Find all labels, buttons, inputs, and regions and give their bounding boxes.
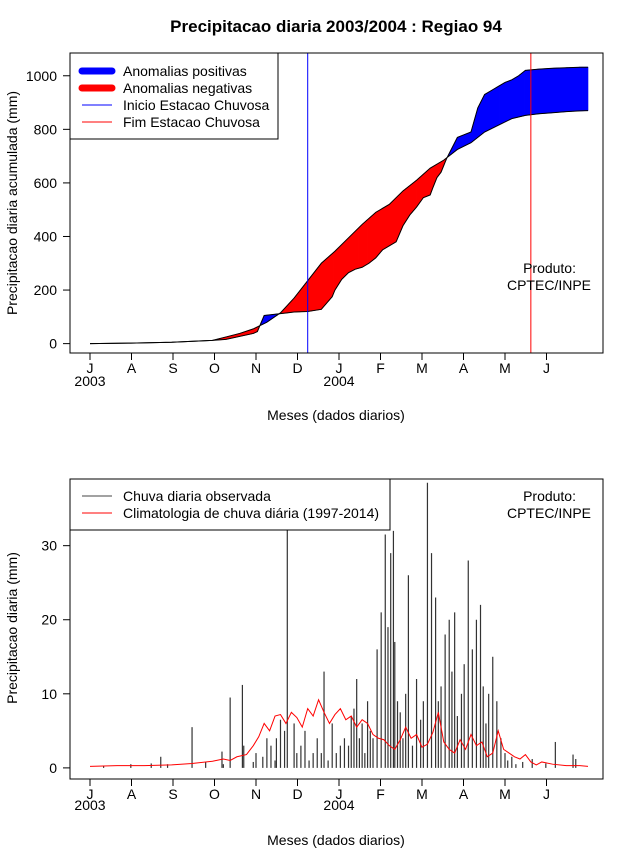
climatology-line	[89, 698, 589, 767]
x-axis-label-bottom: Meses (dados diarios)	[267, 832, 405, 848]
y-bottom-tick-label: 20	[41, 612, 57, 628]
observed-daily-bars	[103, 482, 577, 768]
y-top-tick-label: 1000	[26, 68, 57, 84]
climatology-cumulative-line	[89, 110, 589, 345]
x-bottom-tick-label: A	[459, 786, 469, 802]
x-bottom-tick-label: D	[292, 786, 302, 802]
observed-cumulative-line	[89, 66, 588, 345]
legend-box-bottom	[69, 478, 391, 531]
x-bottom-tick-label: O	[209, 786, 220, 802]
cumulative-precip-panel: 0 200 400 600 800 1000 J A S O N D J F M A M J 2003 2004…	[4, 52, 604, 423]
x-top-tick-label: A	[459, 360, 469, 376]
legend-label-observed: Chuva diaria observada	[123, 488, 271, 504]
y-top-tick-label: 0	[49, 336, 57, 352]
x-top-tick-label: A	[127, 360, 137, 376]
product-label-bottom: Produto:	[523, 488, 576, 504]
y-axis-ticks-bottom: 0 10 20 30	[41, 538, 70, 776]
x-top-tick-label: J	[543, 360, 550, 376]
x-top-tick-label: S	[168, 360, 177, 376]
x-bottom-tick-label: A	[127, 786, 137, 802]
product-source-bottom: CPTEC/INPE	[507, 505, 591, 521]
y-bottom-tick-label: 0	[49, 760, 57, 776]
product-label-top: Produto:	[523, 260, 576, 276]
positive-anomaly-segment	[586, 66, 589, 111]
y-top-tick-label: 600	[34, 175, 58, 191]
year-label-2003-bottom: 2003	[74, 797, 105, 813]
year-label-2004-bottom: 2004	[323, 797, 354, 813]
x-bottom-tick-label: F	[376, 786, 385, 802]
x-top-tick-label: F	[376, 360, 385, 376]
x-bottom-tick-label: N	[251, 786, 261, 802]
legend-label-climatology: Climatologia de chuva diária (1997-2014)	[123, 505, 379, 521]
x-top-tick-label: N	[251, 360, 261, 376]
x-bottom-tick-label: S	[168, 786, 177, 802]
x-bottom-tick-label: M	[416, 786, 428, 802]
legend-label-inicio: Inicio Estacao Chuvosa	[123, 97, 270, 113]
y-axis-ticks-top: 0 200 400 600 800 1000	[26, 68, 70, 352]
legend-top: Anomalias positivas Anomalias negativas …	[69, 52, 279, 140]
y-axis-label-bottom: Precipitacao diaria (mm)	[4, 552, 20, 704]
legend-box-top	[69, 52, 279, 140]
x-axis-label-top: Meses (dados diarios)	[267, 407, 405, 423]
x-top-tick-label: O	[209, 360, 220, 376]
y-bottom-tick-label: 30	[41, 538, 57, 554]
x-bottom-tick-label: J	[336, 786, 343, 802]
year-label-2003-top: 2003	[74, 373, 105, 389]
y-top-tick-label: 400	[34, 228, 58, 244]
y-bottom-tick-label: 10	[41, 686, 57, 702]
x-top-tick-label: J	[87, 360, 94, 376]
plot-frame-top	[69, 52, 604, 354]
x-top-tick-label: M	[416, 360, 428, 376]
x-top-tick-label: J	[336, 360, 343, 376]
x-bottom-tick-label: M	[499, 786, 511, 802]
legend-label-negative: Anomalias negativas	[123, 80, 252, 96]
legend-bottom: Chuva diaria observada Climatologia de c…	[69, 478, 391, 531]
x-top-tick-label: M	[499, 360, 511, 376]
y-top-tick-label: 800	[34, 121, 58, 137]
cumulative-lines	[89, 66, 589, 345]
legend-label-positive: Anomalias positivas	[123, 63, 247, 79]
chart-title: Precipitacao diaria 2003/2004 : Regiao 9…	[170, 17, 502, 36]
x-bottom-tick-label: J	[543, 786, 550, 802]
climatology-daily-line	[89, 698, 589, 767]
y-top-tick-label: 200	[34, 282, 58, 298]
y-axis-label-top: Precipitacao diaria acumulada (mm)	[4, 91, 20, 315]
x-top-tick-label: D	[292, 360, 302, 376]
x-bottom-tick-label: J	[87, 786, 94, 802]
product-source-top: CPTEC/INPE	[507, 277, 591, 293]
legend-label-fim: Fim Estacao Chuvosa	[123, 114, 260, 130]
daily-precip-panel: 0 10 20 30 J A S O N D J F M A M J 2003 2004 Meses (da…	[4, 478, 604, 848]
year-label-2004-top: 2004	[323, 373, 354, 389]
